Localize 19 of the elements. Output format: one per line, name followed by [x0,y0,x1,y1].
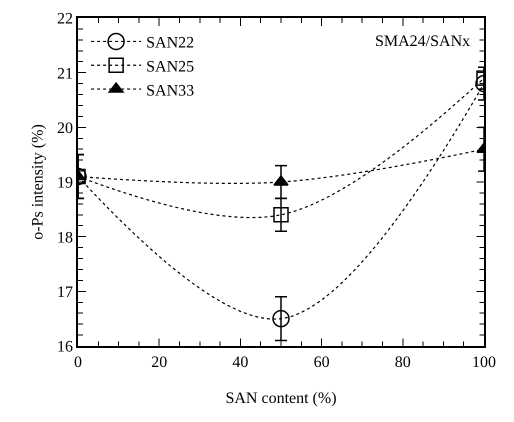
y-axis-title: o-Ps intensity (%) [29,124,46,240]
x-tick-label: 80 [394,354,411,371]
x-tick-label: 100 [472,354,496,371]
annotation: SMA24/SANx [375,33,470,50]
y-tick-label: 21 [57,65,74,82]
x-tick-label: 60 [314,354,330,371]
x-tick-label: 0 [74,354,82,371]
y-tick-label: 17 [57,284,74,301]
x-tick-label: 20 [151,354,168,371]
y-tick-label: 22 [57,10,74,28]
y-tick-label: 20 [57,120,74,137]
legend-label: SAN25 [146,58,194,76]
y-tick-label: 18 [57,229,74,246]
y-tick-label: 19 [57,174,74,192]
x-tick-label: 40 [232,354,248,371]
legend-label: SAN33 [146,82,194,100]
x-axis-title: SAN content (%) [225,390,337,408]
legend-label: SAN22 [146,34,194,52]
y-tick-label: 16 [57,338,74,356]
